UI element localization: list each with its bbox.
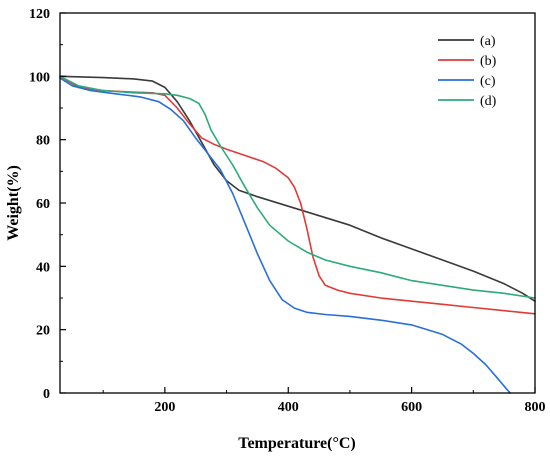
legend-label: (c) bbox=[480, 74, 496, 89]
x-tick-label: 400 bbox=[278, 400, 299, 415]
y-tick-label: 40 bbox=[36, 260, 50, 275]
y-tick-label: 0 bbox=[43, 387, 50, 402]
x-tick-label: 200 bbox=[154, 400, 175, 415]
y-tick-label: 120 bbox=[29, 7, 50, 22]
series-line-b bbox=[59, 75, 536, 315]
legend-label: (b) bbox=[480, 54, 497, 69]
y-tick-label: 60 bbox=[36, 197, 50, 212]
y-tick-label: 20 bbox=[36, 324, 50, 339]
y-tick-label: 80 bbox=[36, 134, 50, 149]
series-line-a bbox=[59, 75, 536, 302]
series-line-d bbox=[59, 75, 536, 299]
y-axis-label: Weight(%) bbox=[5, 165, 22, 241]
legend-label: (d) bbox=[480, 94, 497, 109]
legend: (a) (b) (c) (d) bbox=[438, 34, 497, 109]
x-tick-label: 800 bbox=[525, 400, 546, 415]
x-tick-label: 600 bbox=[401, 400, 422, 415]
x-axis-label: Temperature(°C) bbox=[238, 435, 355, 452]
series-line-c bbox=[59, 77, 512, 394]
y-tick-label: 100 bbox=[29, 70, 50, 85]
plot-frame bbox=[59, 12, 536, 394]
legend-label: (a) bbox=[480, 34, 496, 49]
